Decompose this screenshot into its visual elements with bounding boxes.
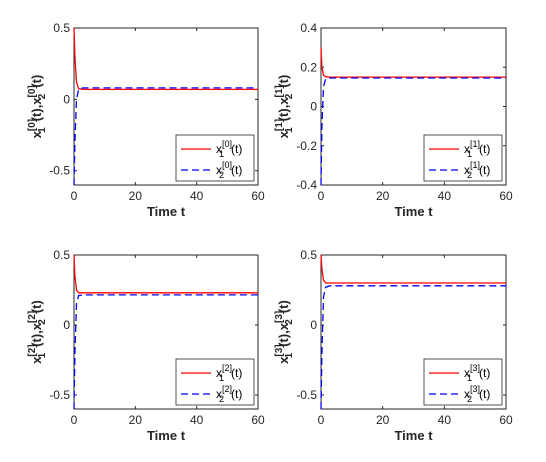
legend: x[2] 1 (t)x[2] 2 (t) [175, 358, 255, 406]
x-tick-label: 60 [499, 413, 513, 427]
y-axis-label: x[1]1(t),x[1]2(t) [274, 75, 295, 139]
x-tick-label: 20 [129, 413, 143, 427]
y-tick-label: 0.5 [53, 248, 70, 262]
series-line-0 [73, 254, 258, 294]
x-axis-label: Time t [394, 204, 433, 219]
y-tick-label: -0.5 [49, 164, 70, 178]
y-tick-label: 0.2 [300, 60, 317, 74]
x-axis-label: Time t [147, 204, 186, 219]
legend: x[3] 1 (t)x[3] 2 (t) [423, 358, 503, 406]
legend: x[1] 1 (t)x[1] 2 (t) [423, 134, 503, 182]
series-line-0 [73, 27, 258, 91]
legend-label-1: x[3] 2 (t) [464, 384, 490, 404]
x-tick-label: 0 [71, 413, 78, 427]
legend-label-0: x[0] 1 (t) [216, 139, 242, 159]
y-tick-label: 0.4 [300, 21, 317, 35]
x-tick-label: 60 [251, 413, 265, 427]
legend-box [423, 134, 503, 182]
x-tick-label: 40 [438, 413, 452, 427]
x-tick-label: 40 [438, 189, 452, 203]
x-axis-label: Time t [394, 428, 433, 443]
x-tick-label: 0 [71, 189, 78, 203]
series-line-1 [73, 87, 258, 186]
y-tick-label: 0 [310, 318, 317, 332]
y-tick-label: -0.5 [49, 388, 70, 402]
y-tick-label: -0.5 [296, 388, 317, 402]
legend-label-1: x[1] 2 (t) [464, 160, 490, 180]
series-line-1 [320, 77, 506, 186]
y-tick-label: 0.5 [300, 248, 317, 262]
y-tick-label: 0 [63, 318, 70, 332]
series-line-1 [73, 294, 258, 410]
y-tick-label: 0 [310, 100, 317, 114]
legend-label-0: x[3] 1 (t) [464, 363, 490, 383]
y-axis-label: x[0]1(t),x[0]2(t) [27, 75, 48, 139]
series-line-0 [320, 254, 506, 284]
legend-box [175, 134, 255, 182]
legend-box [175, 358, 255, 406]
chart-panel-1: 0 20 40 60 0.4 0.2 0 -0.2 -0.4 Time t x[1]1(t),x[1… [274, 21, 513, 219]
y-axis-label: x[3]1(t),x[3]2(t) [274, 300, 295, 364]
x-tick-label: 0 [318, 413, 325, 427]
series-line-1 [320, 285, 506, 410]
legend-label-0: x[2] 1 (t) [216, 363, 242, 383]
legend-label-1: x[2] 2 (t) [216, 384, 242, 404]
y-tick-label: -0.2 [296, 139, 317, 153]
x-tick-label: 20 [376, 189, 390, 203]
y-tick-label: -0.4 [296, 178, 317, 192]
x-tick-label: 20 [129, 189, 143, 203]
x-tick-label: 0 [318, 189, 325, 203]
x-tick-label: 60 [251, 189, 265, 203]
legend: x[0] 1 (t)x[0] 2 (t) [175, 134, 255, 182]
x-tick-label: 20 [376, 413, 390, 427]
series-line-0 [320, 47, 506, 78]
legend-label-1: x[0] 2 (t) [216, 160, 242, 180]
y-tick-label: 0.5 [53, 21, 70, 35]
x-tick-label: 40 [190, 189, 204, 203]
x-tick-label: 40 [190, 413, 204, 427]
x-axis-label: Time t [147, 428, 186, 443]
legend-label-0: x[1] 1 (t) [464, 139, 490, 159]
y-axis-label: x[2]1(t),x[2]2(t) [27, 300, 48, 364]
y-tick-label: 0 [63, 92, 70, 106]
legend-box [423, 358, 503, 406]
x-tick-label: 60 [499, 189, 513, 203]
